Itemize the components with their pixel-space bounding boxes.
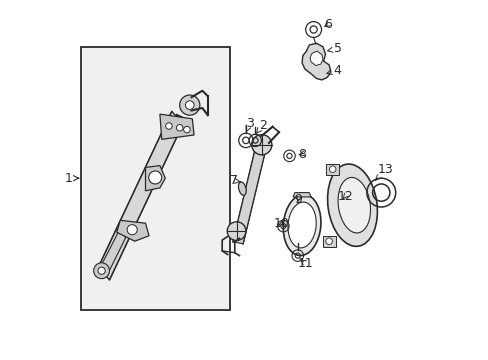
- Polygon shape: [322, 236, 335, 247]
- Circle shape: [325, 238, 332, 244]
- Circle shape: [127, 225, 137, 235]
- Text: 9: 9: [294, 193, 302, 206]
- Bar: [81, 47, 230, 310]
- Text: 11: 11: [297, 257, 313, 270]
- Polygon shape: [98, 112, 183, 280]
- Text: 13: 13: [375, 163, 393, 181]
- Text: 5: 5: [327, 42, 341, 55]
- Circle shape: [179, 95, 200, 115]
- Polygon shape: [100, 230, 125, 275]
- Circle shape: [94, 263, 109, 279]
- Polygon shape: [325, 164, 339, 175]
- Text: 1: 1: [64, 172, 79, 185]
- Circle shape: [148, 171, 162, 184]
- Polygon shape: [160, 114, 194, 139]
- Text: 6: 6: [323, 18, 331, 31]
- Ellipse shape: [283, 194, 320, 256]
- Text: 4: 4: [326, 64, 341, 77]
- Ellipse shape: [337, 177, 370, 233]
- Text: 8: 8: [297, 148, 305, 161]
- Circle shape: [165, 123, 172, 129]
- Polygon shape: [117, 220, 149, 241]
- Polygon shape: [232, 152, 264, 244]
- Polygon shape: [145, 166, 165, 191]
- Ellipse shape: [287, 202, 316, 248]
- Circle shape: [227, 222, 245, 240]
- Text: 12: 12: [337, 190, 352, 203]
- Circle shape: [329, 166, 335, 172]
- Circle shape: [251, 135, 271, 155]
- Ellipse shape: [327, 164, 377, 246]
- Ellipse shape: [238, 182, 246, 195]
- Text: 10: 10: [273, 217, 288, 230]
- Polygon shape: [292, 193, 310, 197]
- Text: 2: 2: [256, 119, 266, 134]
- Text: 7: 7: [230, 174, 241, 187]
- Polygon shape: [309, 51, 322, 66]
- Text: 3: 3: [245, 117, 253, 132]
- Circle shape: [176, 125, 183, 131]
- Circle shape: [183, 126, 190, 133]
- Circle shape: [98, 267, 105, 274]
- Circle shape: [185, 101, 194, 109]
- Polygon shape: [302, 43, 330, 80]
